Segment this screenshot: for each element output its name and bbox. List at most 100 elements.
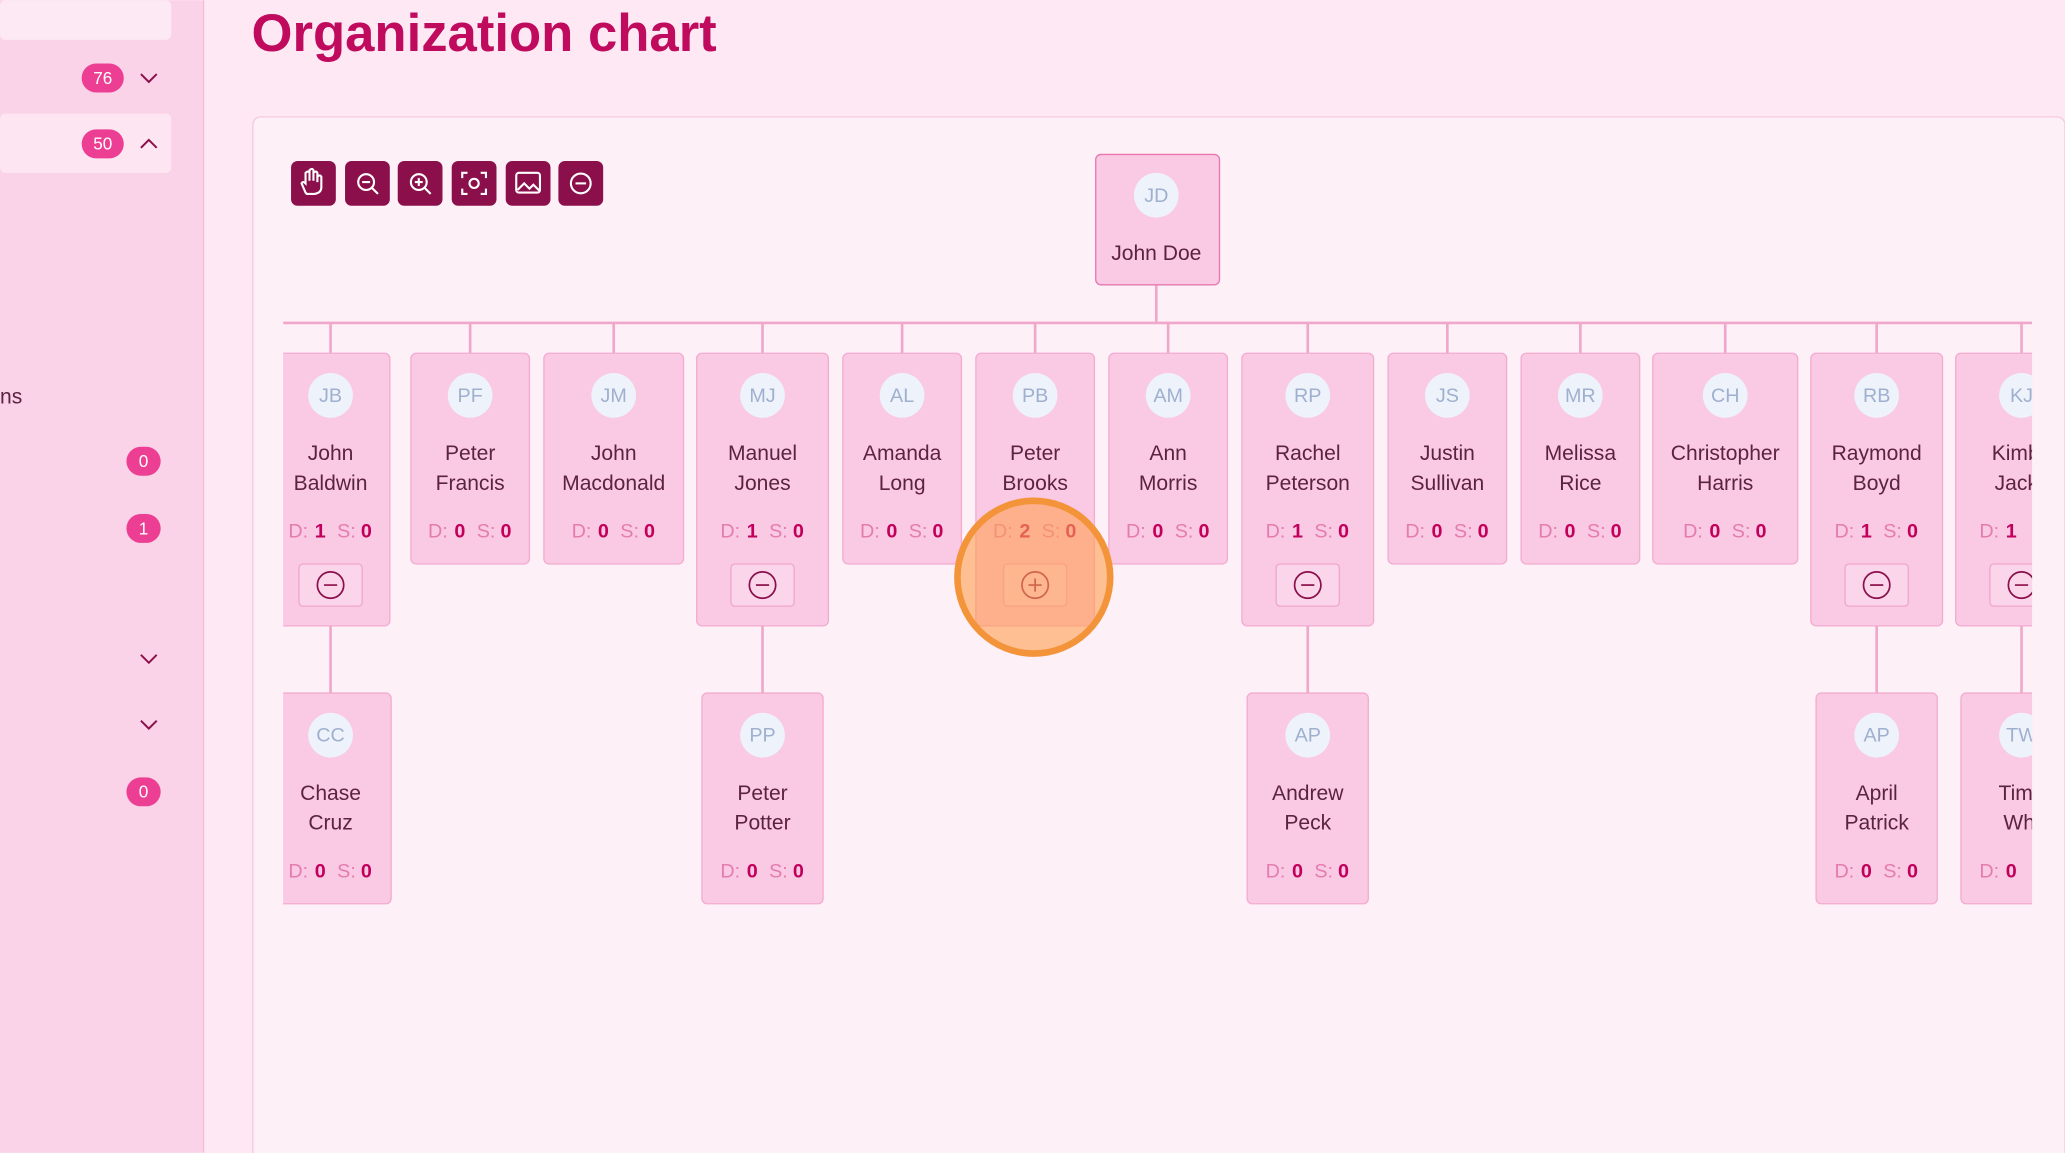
d-label: D: bbox=[428, 521, 448, 543]
person-card[interactable] bbox=[1387, 352, 1508, 565]
page-title: Organization chart bbox=[252, 4, 717, 63]
avatar bbox=[1999, 373, 2033, 418]
avatar-initials: AL bbox=[890, 385, 914, 407]
s-label: S: bbox=[477, 521, 496, 543]
pan-button[interactable] bbox=[291, 160, 336, 206]
person-name: Ann bbox=[1149, 442, 1186, 465]
badge bbox=[126, 777, 161, 807]
d-count: 0 bbox=[1861, 860, 1872, 882]
avatar bbox=[308, 712, 353, 758]
person-card[interactable] bbox=[842, 352, 963, 565]
person-name: Amanda bbox=[863, 442, 942, 465]
s-label: S: bbox=[337, 860, 356, 882]
avatar-initials: CH bbox=[1711, 385, 1740, 407]
d-label: D: bbox=[1266, 521, 1286, 543]
person-name: Jacks bbox=[1995, 472, 2049, 495]
chevron-up[interactable] bbox=[140, 138, 158, 149]
badge bbox=[126, 446, 161, 476]
person-card[interactable] bbox=[701, 692, 824, 905]
s-label: S: bbox=[1314, 521, 1333, 543]
person-name: John Doe bbox=[1111, 242, 1201, 265]
person-name: Potter bbox=[734, 812, 790, 835]
person-card[interactable] bbox=[1246, 692, 1369, 905]
d-count: 0 bbox=[886, 521, 897, 543]
person-card[interactable] bbox=[543, 352, 685, 565]
avatar bbox=[1285, 373, 1331, 418]
export-image-button[interactable] bbox=[505, 160, 551, 206]
expander-icon bbox=[748, 571, 777, 600]
badge bbox=[81, 129, 124, 159]
d-label: D: bbox=[720, 860, 740, 882]
zoom-in-button[interactable] bbox=[397, 160, 443, 206]
avatar bbox=[591, 373, 637, 418]
expander-icon bbox=[1862, 571, 1891, 600]
avatar bbox=[740, 373, 785, 418]
avatar bbox=[879, 373, 925, 418]
s-count: 0 bbox=[500, 521, 511, 543]
person-name: Long bbox=[879, 472, 926, 495]
avatar bbox=[308, 373, 353, 418]
avatar-initials: JM bbox=[601, 385, 627, 407]
person-card[interactable] bbox=[410, 352, 531, 565]
d-count: 1 bbox=[2006, 521, 2017, 543]
d-label: D: bbox=[288, 860, 308, 882]
person-name: Baldwin bbox=[294, 472, 368, 495]
expander-icon bbox=[1293, 571, 1322, 600]
fit-button[interactable] bbox=[451, 160, 497, 206]
avatar-initials: CC bbox=[316, 725, 345, 747]
person-card[interactable] bbox=[270, 692, 392, 905]
person-name: Raymond bbox=[1832, 442, 1922, 465]
badge-text: 76 bbox=[93, 69, 112, 88]
avatar-initials: PF bbox=[458, 385, 483, 407]
person-name: Christopher bbox=[1671, 442, 1780, 465]
person-card[interactable] bbox=[1095, 153, 1221, 286]
zoom-out-button[interactable] bbox=[345, 160, 390, 206]
avatar-initials: AP bbox=[1295, 725, 1321, 747]
badge bbox=[126, 513, 161, 543]
expander-button[interactable] bbox=[1989, 563, 2053, 607]
sidebar-box bbox=[0, 0, 172, 40]
s-count: 0 bbox=[1198, 521, 1209, 543]
s-label: S: bbox=[769, 860, 788, 882]
avatar bbox=[447, 373, 493, 418]
d-count: 0 bbox=[1152, 521, 1163, 543]
d-count: 0 bbox=[1565, 521, 1576, 543]
s-label: S: bbox=[1883, 860, 1902, 882]
d-count: 0 bbox=[747, 860, 758, 882]
chevron-down[interactable] bbox=[140, 654, 158, 665]
person-card[interactable] bbox=[1108, 352, 1229, 565]
s-label: S: bbox=[1732, 521, 1751, 543]
badge bbox=[81, 63, 124, 93]
d-label: D: bbox=[1979, 860, 1999, 882]
expander-icon bbox=[2007, 571, 2033, 600]
d-count: 0 bbox=[1709, 521, 1720, 543]
person-card[interactable] bbox=[1520, 352, 1641, 565]
badge-text: 1 bbox=[139, 519, 149, 538]
chevron-down[interactable] bbox=[140, 73, 158, 84]
d-label: D: bbox=[1266, 860, 1286, 882]
s-label: S: bbox=[909, 521, 928, 543]
click-highlight bbox=[954, 497, 1114, 657]
chevron-down[interactable] bbox=[140, 720, 158, 731]
person-name: Peter bbox=[445, 442, 495, 465]
s-count: 0 bbox=[361, 860, 372, 882]
avatar-initials: JB bbox=[319, 385, 342, 407]
person-card[interactable] bbox=[1815, 692, 1938, 905]
person-name: Cruz bbox=[308, 812, 352, 835]
s-label: S: bbox=[337, 521, 356, 543]
d-label: D: bbox=[572, 521, 592, 543]
person-name: Andrew bbox=[1272, 782, 1344, 805]
s-count: 0 bbox=[1907, 521, 1918, 543]
sidebar-label: ns bbox=[0, 386, 22, 409]
s-label: S: bbox=[1587, 521, 1606, 543]
avatar-initials: MJ bbox=[749, 385, 775, 407]
person-card[interactable] bbox=[1652, 352, 1799, 565]
person-name: Macdonald bbox=[562, 472, 665, 495]
person-name: John bbox=[591, 442, 637, 465]
person-name: Brooks bbox=[1002, 472, 1068, 495]
person-name: Harris bbox=[1697, 472, 1753, 495]
s-count: 0 bbox=[932, 521, 943, 543]
s-count: 0 bbox=[1478, 521, 1489, 543]
d-count: 0 bbox=[2006, 860, 2017, 882]
person-name: Jones bbox=[734, 472, 790, 495]
